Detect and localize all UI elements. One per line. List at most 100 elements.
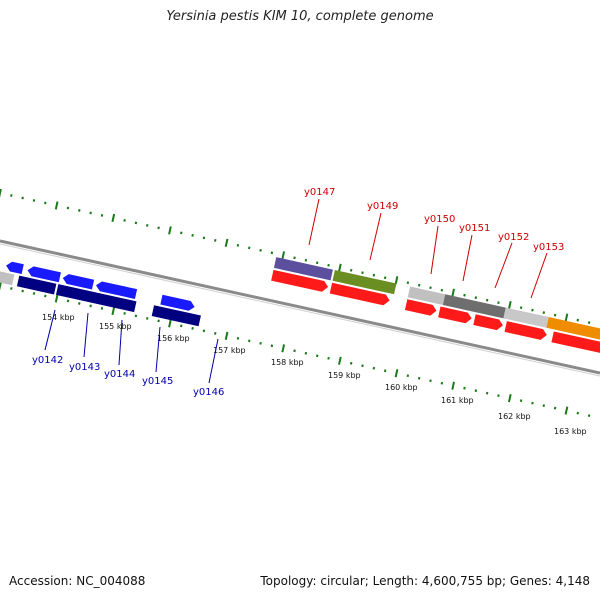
major-tick — [564, 313, 569, 322]
minor-tick — [440, 381, 444, 385]
minor-tick — [417, 283, 421, 287]
major-tick — [564, 406, 569, 415]
major-tick — [281, 251, 286, 260]
minor-tick — [146, 317, 149, 320]
gene-arrow — [62, 274, 95, 290]
minor-tick — [123, 219, 126, 222]
minor-tick — [553, 313, 557, 317]
leader-line — [494, 242, 513, 289]
minor-tick — [44, 201, 47, 205]
minor-tick — [463, 293, 466, 297]
gene-box — [407, 286, 446, 306]
minor-tick — [270, 251, 274, 255]
minor-tick — [576, 318, 580, 322]
major-tick — [281, 344, 286, 353]
minor-tick — [32, 292, 36, 295]
minor-tick — [100, 307, 104, 310]
leader-line — [155, 326, 161, 373]
leader-line — [44, 309, 56, 351]
major-tick — [394, 369, 399, 378]
scale-label: 159 kbp — [328, 371, 361, 380]
minor-tick — [497, 394, 500, 398]
minor-tick — [587, 321, 591, 324]
leader-line — [208, 338, 219, 384]
leader-line — [118, 319, 123, 366]
scale-label: 163 kbp — [554, 427, 587, 436]
minor-tick — [134, 221, 138, 225]
gene-label: y0144 — [104, 369, 135, 380]
leader-line — [83, 312, 89, 358]
minor-tick — [542, 311, 546, 315]
minor-tick — [327, 263, 330, 267]
leader-line — [369, 212, 382, 261]
minor-tick — [21, 289, 24, 293]
gene-label: y0152 — [498, 232, 529, 243]
minor-tick — [146, 224, 149, 227]
minor-tick — [553, 406, 557, 410]
gene-box — [332, 270, 397, 295]
minor-tick — [576, 411, 580, 415]
major-tick — [224, 331, 229, 340]
minor-tick — [542, 404, 546, 408]
scale-label: 158 kbp — [271, 358, 304, 367]
major-tick — [0, 281, 2, 291]
minor-tick — [10, 287, 13, 290]
minor-tick — [519, 306, 523, 310]
minor-tick — [134, 314, 138, 318]
minor-tick — [361, 364, 364, 368]
major-tick — [507, 301, 512, 310]
minor-tick — [293, 256, 296, 260]
minor-tick — [304, 258, 308, 262]
minor-tick — [21, 196, 24, 200]
scale-label: 157 kbp — [213, 346, 246, 355]
gene-label: y0151 — [459, 223, 490, 234]
major-tick — [394, 276, 399, 285]
upper-scale-ticks — [0, 188, 591, 324]
minor-tick — [248, 246, 251, 250]
minor-tick — [383, 369, 387, 373]
major-tick — [451, 288, 455, 297]
minor-tick — [89, 211, 92, 215]
major-tick — [0, 188, 2, 198]
gene-arrow — [27, 266, 61, 283]
minor-tick — [406, 374, 410, 378]
minor-tick — [180, 231, 183, 235]
major-tick — [111, 213, 116, 223]
minor-tick — [429, 379, 432, 383]
scale-label: 160 kbp — [385, 383, 418, 392]
gene-arrow — [160, 294, 195, 311]
gene-arrow — [95, 281, 138, 299]
gene-arrow — [271, 269, 329, 292]
lower-scale-ticks — [0, 281, 591, 417]
minor-tick — [214, 238, 217, 242]
minor-tick — [327, 356, 330, 360]
gene-label: y0145 — [142, 376, 173, 387]
gene-label: y0147 — [304, 187, 335, 198]
scale-label: 155 kbp — [99, 322, 132, 331]
minor-tick — [214, 331, 217, 335]
minor-tick — [100, 214, 104, 217]
minor-tick — [440, 288, 444, 292]
scale-label: 156 kbp — [157, 334, 190, 343]
minor-tick — [531, 308, 534, 312]
bottom-leader-lines — [44, 309, 219, 384]
minor-tick — [202, 236, 206, 240]
minor-tick — [157, 226, 160, 230]
scale-labels: 154 kbp 155 kbp 156 kbp 157 kbp 158 kbp … — [42, 313, 587, 436]
genome-summary-text: Topology: circular; Length: 4,600,755 bp… — [260, 574, 590, 588]
scale-label: 162 kbp — [498, 412, 531, 421]
minor-tick — [44, 294, 47, 298]
minor-tick — [236, 243, 240, 247]
minor-tick — [304, 351, 308, 355]
minor-tick — [417, 376, 421, 380]
minor-tick — [259, 341, 262, 345]
minor-tick — [372, 366, 376, 370]
gene-box — [151, 305, 201, 327]
minor-tick — [315, 261, 319, 265]
top-leader-lines — [308, 198, 548, 299]
major-tick — [451, 381, 455, 390]
minor-tick — [270, 344, 274, 348]
major-tick — [224, 238, 229, 247]
gene-label: y0153 — [533, 242, 564, 253]
